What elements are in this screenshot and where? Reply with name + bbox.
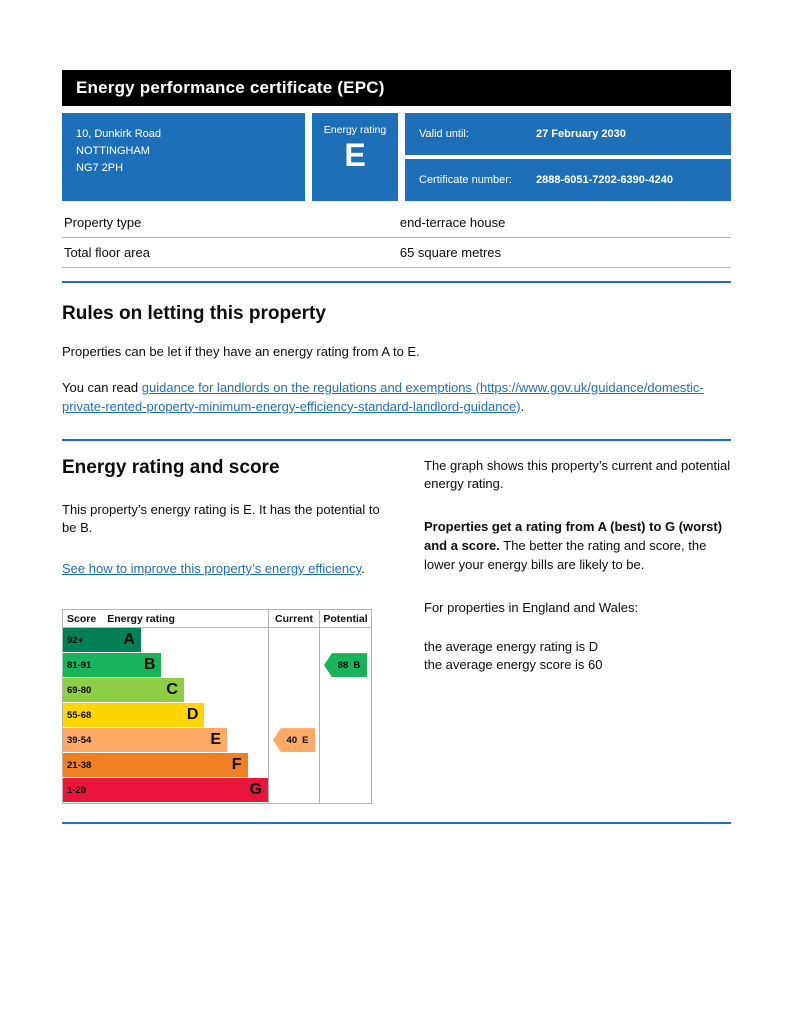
epc-band-a: 92+ A — [63, 628, 268, 653]
summary-panel: 10, Dunkirk Road NOTTINGHAM NG7 2PH Ener… — [62, 113, 731, 201]
epc-page: Energy performance certificate (EPC) 10,… — [62, 0, 731, 825]
energy-rating-value: E — [344, 137, 366, 173]
address-line-1: 10, Dunkirk Road — [76, 128, 161, 140]
guidance-text-suffix: . — [520, 398, 525, 414]
validity-panel: Valid until: 27 February 2030 Certificat… — [405, 113, 731, 201]
graph-explainer-para: The graph shows this property’s current … — [424, 457, 731, 492]
letting-rules-heading: Rules on letting this property — [62, 303, 326, 324]
landlord-guidance-link[interactable]: guidance for landlords on the regulation… — [62, 379, 704, 414]
certificate-number-value: 2888-6051-7202-6390-4240 — [536, 174, 674, 186]
england-wales-para: For properties in England and Wales: — [424, 599, 639, 615]
address-line-3: NG7 2PH — [76, 162, 124, 175]
landlord-guidance-para: You can read guidance for landlords on t… — [62, 379, 731, 417]
valid-until-row: Valid until: 27 February 2030 — [405, 113, 731, 155]
section-divider-2 — [62, 438, 731, 441]
rating-scale-rest: The better the rating and score, the low… — [424, 538, 707, 572]
epc-band-c: 69-80 C — [63, 678, 268, 703]
property-address: 10, Dunkirk Road NOTTINGHAM NG7 2PH — [62, 113, 305, 201]
letting-rules-para: Properties can be let if they have an en… — [62, 344, 420, 359]
rating-score-section: Energy rating and score This property’s … — [62, 441, 731, 805]
potential-rating-marker: 88 B — [324, 653, 367, 678]
epc-band-g: 1-20 G — [63, 778, 268, 803]
rating-scale-para: Properties get a rating from A (best) to… — [424, 518, 731, 575]
energy-rating-box: Energy rating E — [312, 113, 398, 201]
table-row-property-type: Property type end-terrace house — [62, 208, 731, 238]
improve-link-suffix: . — [361, 561, 365, 577]
improve-efficiency-link[interactable]: See how to improve this property’s energ… — [62, 561, 362, 577]
improve-link-para: See how to improve this property’s energ… — [62, 560, 392, 579]
average-score-line: the average energy score is 60 — [424, 657, 603, 673]
rating-score-heading: Energy rating and score — [62, 456, 280, 478]
energy-rating-chart: Score Energy rating Current Potential 92… — [62, 609, 372, 805]
average-rating-line: the average energy rating is D — [424, 638, 599, 654]
epc-band-f: 21-38 F — [63, 753, 268, 778]
guidance-text-prefix: You can read — [62, 379, 142, 395]
rating-scale-bold: Properties get a rating from A (best) to… — [424, 519, 723, 554]
epc-band-b: 81-91 B — [63, 653, 268, 678]
rating-score-right-column: The graph shows this property’s current … — [424, 457, 731, 805]
energy-rating-label: Energy rating — [323, 124, 387, 136]
rating-score-left-column: Energy rating and score This property’s … — [62, 457, 392, 805]
chart-header-rating: Energy rating — [107, 612, 175, 625]
current-rating-marker: 40 E — [273, 728, 315, 753]
property-details-table: Property type end-terrace house Total fl… — [62, 208, 731, 268]
property-type-label: Property type — [64, 215, 142, 230]
address-line-2: NOTTINGHAM — [76, 145, 150, 158]
floor-area-label: Total floor area — [64, 245, 150, 260]
chart-header-bands: Score Energy rating — [63, 610, 268, 629]
epc-bands: 92+ A 81-91 B 69-80 C 55-68 D 39-54 E 21-38 F 1-20 G — [63, 628, 268, 803]
page-title: Energy performance certificate (EPC) — [76, 78, 385, 97]
letting-rules-section: Rules on letting this property Propertie… — [62, 283, 731, 417]
epc-band-d: 55-68 D — [63, 703, 268, 728]
certificate-number-row: Certificate number: 2888-6051-7202-6390-… — [405, 159, 731, 201]
potential-rating-column: 88 B — [319, 628, 371, 804]
certificate-number-label: Certificate number: — [419, 174, 512, 186]
valid-until-value: 27 February 2030 — [536, 128, 626, 140]
property-type-value: end-terrace house — [399, 215, 506, 230]
rating-summary-para: This property’s energy rating is E. It h… — [62, 501, 380, 536]
chart-header-current: Current — [268, 610, 319, 629]
section-divider-1 — [62, 281, 731, 283]
page-header: Energy performance certificate (EPC) — [62, 70, 731, 106]
chart-header-potential: Potential — [319, 610, 371, 629]
section-divider-3 — [62, 822, 731, 825]
valid-until-label: Valid until: — [419, 128, 469, 140]
floor-area-value: 65 square metres — [399, 245, 502, 260]
chart-header-score: Score — [67, 612, 97, 625]
table-row-floor-area: Total floor area 65 square metres — [62, 238, 731, 268]
epc-band-e: 39-54 E — [63, 728, 268, 753]
current-rating-column: 40 E — [268, 628, 319, 804]
